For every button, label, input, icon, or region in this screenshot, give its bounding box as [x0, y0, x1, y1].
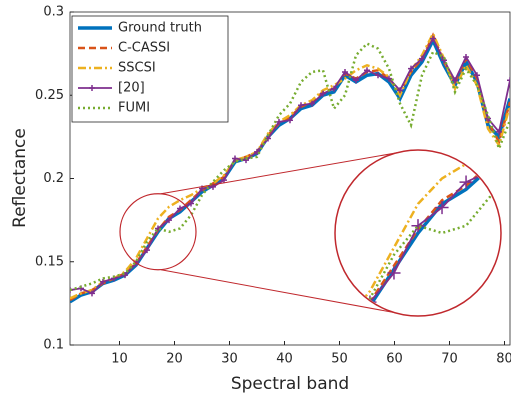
- marker: [463, 53, 469, 60]
- marker: [232, 155, 238, 162]
- marker: [276, 118, 282, 125]
- marker: [507, 77, 510, 84]
- marker: [459, 175, 473, 189]
- zoom-connector: [160, 149, 414, 195]
- series-group: [70, 34, 510, 302]
- marker: [177, 205, 183, 212]
- marker: [353, 77, 359, 84]
- y-tick-label: 0.2: [43, 171, 64, 186]
- legend-label: [20]: [118, 81, 145, 96]
- marker: [320, 90, 326, 97]
- x-tick-label: 20: [166, 352, 183, 367]
- zoom-source: [119, 193, 197, 271]
- marker: [375, 72, 381, 79]
- marker: [144, 247, 150, 254]
- marker: [408, 65, 414, 72]
- zoom-line: [226, 0, 511, 368]
- marker: [452, 77, 458, 84]
- legend-marker: [89, 85, 95, 91]
- y-tick-label: 0.1: [43, 338, 64, 353]
- y-tick-label: 0.15: [35, 254, 64, 269]
- marker: [430, 35, 436, 42]
- marker: [364, 67, 370, 74]
- y-tick-label: 0.3: [43, 5, 64, 20]
- x-tick-label: 80: [496, 352, 511, 367]
- marker: [342, 68, 348, 75]
- marker: [309, 100, 315, 107]
- marker: [387, 266, 401, 280]
- zoom-connector: [160, 269, 414, 317]
- marker: [166, 217, 172, 224]
- x-tick-label: 70: [441, 352, 458, 367]
- marker: [474, 72, 480, 79]
- marker: [298, 102, 304, 109]
- marker: [411, 219, 425, 233]
- marker: [89, 290, 95, 297]
- marker: [221, 177, 227, 184]
- marker: [188, 200, 194, 207]
- marker: [496, 128, 502, 135]
- legend-label: Ground truth: [118, 21, 202, 36]
- marker: [419, 55, 425, 62]
- y-axis-label: Reflectance: [10, 128, 30, 228]
- legend-label: SSCSI: [118, 61, 156, 76]
- x-tick-label: 30: [221, 352, 238, 367]
- marker: [100, 278, 106, 285]
- marker: [397, 87, 403, 94]
- x-tick-label: 10: [111, 352, 128, 367]
- line: [70, 34, 510, 299]
- marker: [331, 85, 337, 92]
- y-tick-label: 0.25: [35, 88, 64, 103]
- x-axis-label: Spectral band: [231, 374, 349, 394]
- marker: [287, 117, 293, 124]
- marker: [435, 200, 449, 215]
- zoom-target: [334, 149, 502, 317]
- marker: [386, 75, 392, 82]
- x-tick-label: 50: [331, 352, 348, 367]
- legend-label: C-CASSI: [118, 41, 170, 56]
- legend-label: FUMI: [118, 101, 150, 116]
- marker: [243, 350, 256, 363]
- x-tick-label: 40: [276, 352, 293, 367]
- x-tick-label: 60: [386, 352, 403, 367]
- line: [70, 44, 510, 290]
